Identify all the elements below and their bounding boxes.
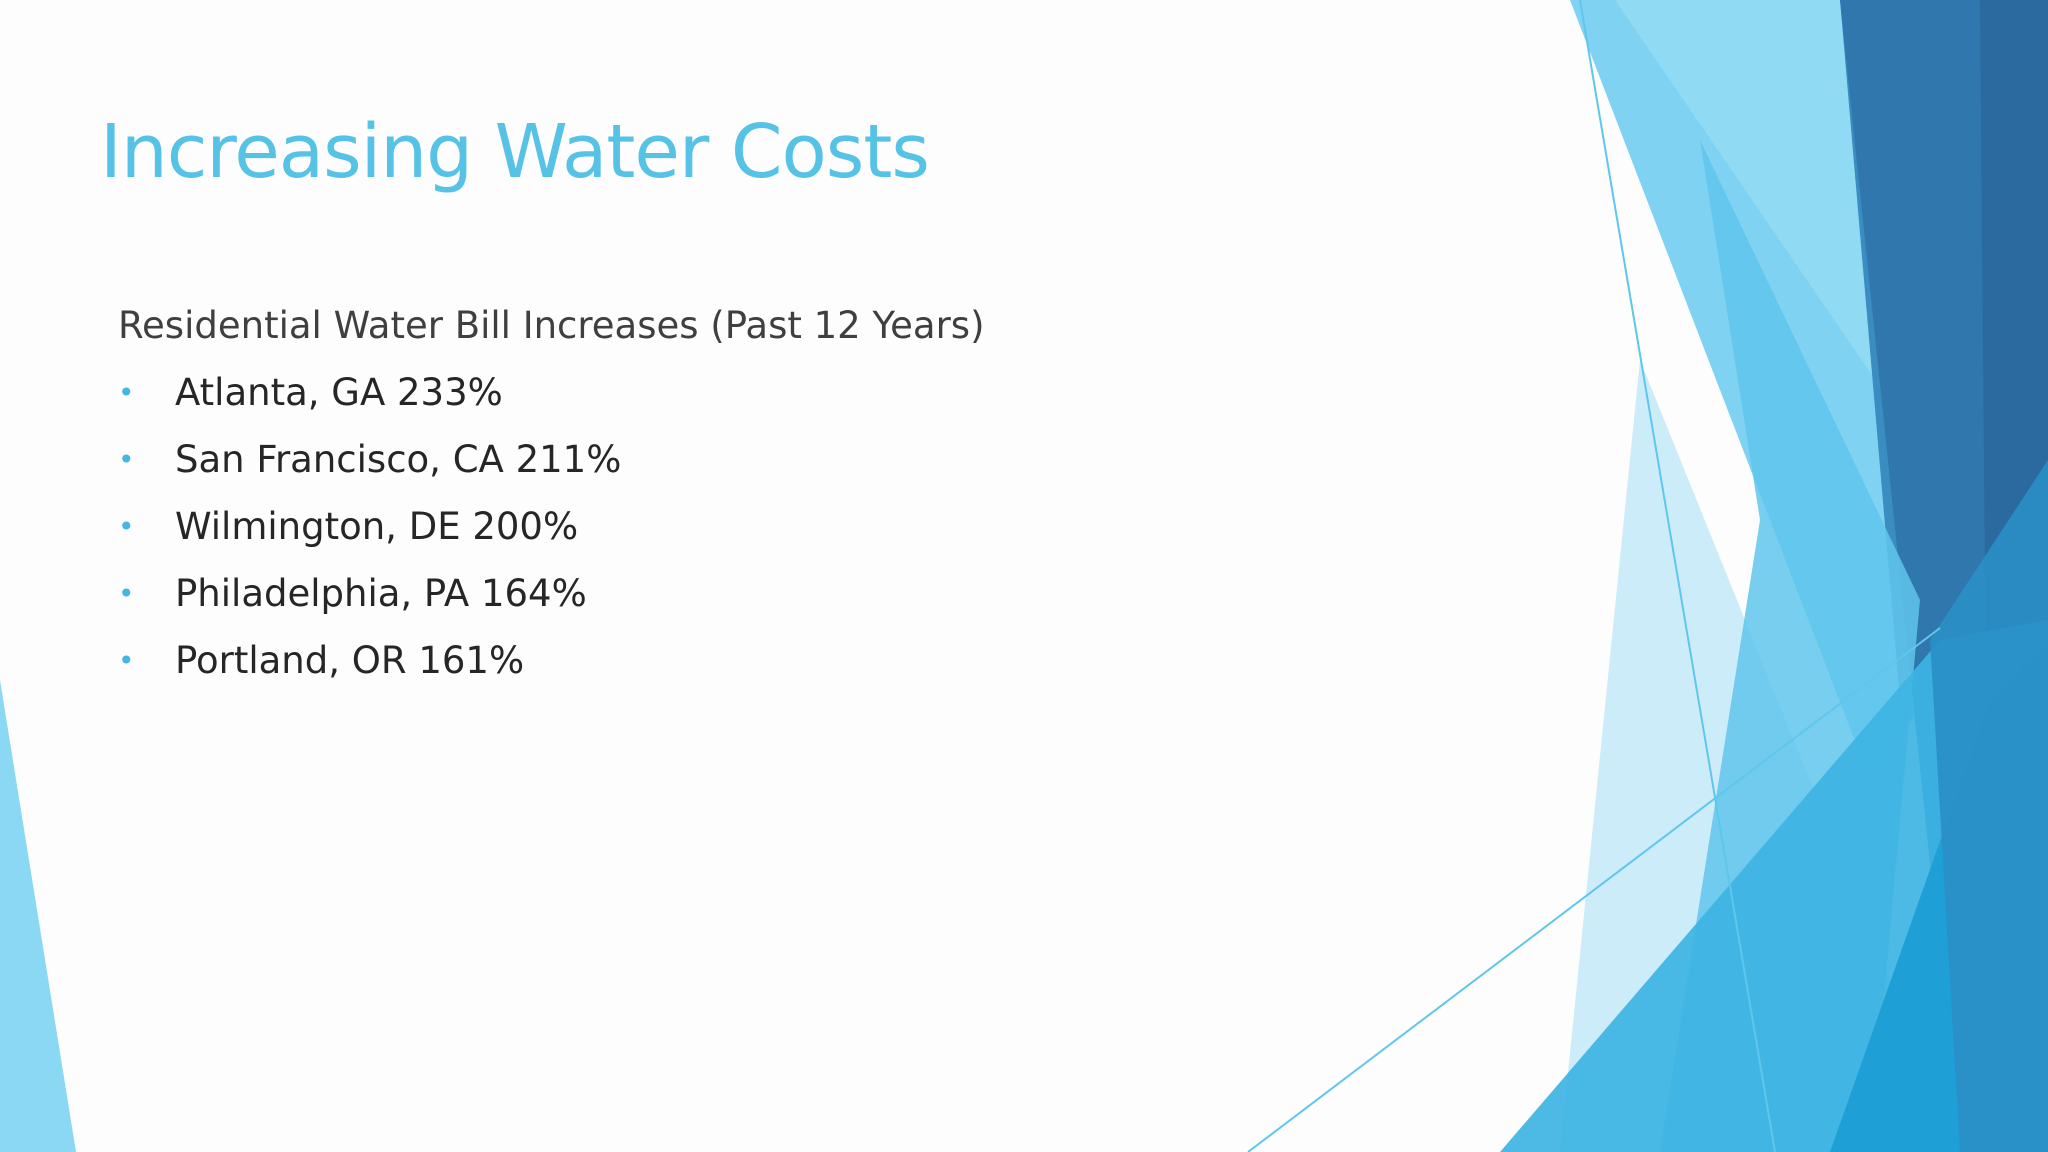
left-edge-shape — [0, 680, 76, 1152]
bullet-atlanta: • Atlanta, GA 233% — [118, 367, 1418, 419]
bullet-text: Portland, OR 161% — [175, 639, 525, 682]
bullet-text: Wilmington, DE 200% — [175, 505, 579, 548]
bullet-philadelphia: • Philadelphia, PA 164% — [118, 568, 1418, 620]
thin-crossing-line — [1247, 627, 1941, 1152]
bullet-list: • Atlanta, GA 233% • San Francisco, CA 2… — [118, 367, 1418, 687]
slide-title: Increasing Water Costs — [100, 109, 930, 195]
bullet-text: San Francisco, CA 211% — [175, 438, 622, 481]
bullet-portland: • Portland, OR 161% — [118, 635, 1418, 687]
bullet-san-francisco: • San Francisco, CA 211% — [118, 434, 1418, 486]
bullet-wilmington: • Wilmington, DE 200% — [118, 501, 1418, 553]
bullet-text: Philadelphia, PA 164% — [175, 572, 587, 615]
bullet-dot-icon: • — [118, 644, 135, 677]
thin-diagonal-line — [1579, 0, 1776, 1152]
bullet-dot-icon: • — [118, 577, 135, 610]
slide-body: Residential Water Bill Increases (Past 1… — [118, 300, 1418, 702]
intro-text: Residential Water Bill Increases (Past 1… — [118, 304, 985, 347]
bullet-dot-icon: • — [118, 376, 135, 409]
bullet-text: Atlanta, GA 233% — [175, 371, 503, 414]
bullet-dot-icon: • — [118, 443, 135, 476]
right-deep-facet — [1930, 460, 2048, 1152]
bullet-dot-icon: • — [118, 510, 135, 543]
